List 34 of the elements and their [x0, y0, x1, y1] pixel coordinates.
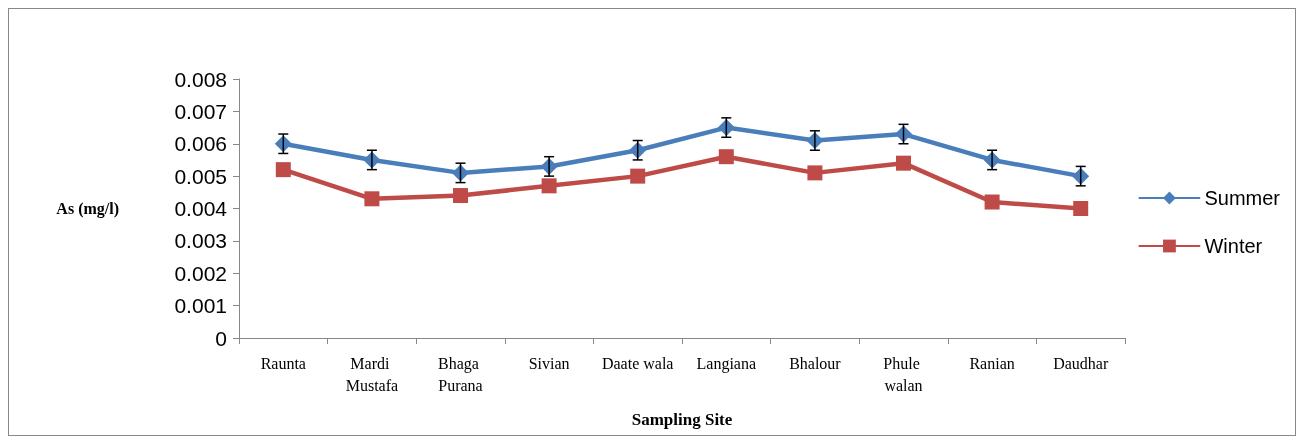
point [630, 168, 646, 184]
point [807, 165, 823, 181]
x-tick-label: Daudhar [1053, 354, 1109, 372]
point [896, 155, 911, 171]
point [1073, 201, 1089, 216]
y-tick-label: 0.001 [174, 294, 227, 318]
y-tick-label: 0.007 [174, 99, 227, 123]
point [453, 188, 468, 204]
point [541, 178, 557, 194]
x-tick-label: Raunta [260, 354, 306, 372]
x-axis-title: Sampling Site [631, 410, 733, 429]
x-tick-label: Sivian [528, 354, 570, 372]
legend-label: Winter [1204, 235, 1263, 257]
point [718, 149, 734, 165]
x-tick-label: Ranian [969, 354, 1015, 372]
frame: As (mg/l) Sampling Site 0 0.001 0.002 0.003 0.004 0.005 0.006 0.007 0.008 Raunta Mardi Mustafa Bhaga Purana Sivian Daate wala Langiana Bhalour Phule walan Ranian Daudhar Summer Winter [8, 8, 1296, 436]
x-tick-label: Bhaga Purana [438, 354, 483, 394]
y-tick-label: 0.006 [174, 132, 227, 156]
x-tick-label: Langiana [696, 354, 757, 373]
y-tick-label: 0.008 [174, 67, 227, 91]
point [275, 162, 291, 178]
x-tick-label: Phule walan [883, 354, 924, 394]
y-axis-title: As (mg/l) [56, 200, 119, 218]
legend-label: Summer [1204, 187, 1281, 209]
y-tick-label: 0.005 [174, 164, 227, 188]
x-tick-label: Bhalour [789, 354, 842, 372]
point [364, 191, 380, 207]
x-tick-label: Daate wala [601, 354, 674, 372]
y-tick-label: 0.003 [174, 229, 227, 253]
y-tick-label: 0.004 [174, 197, 228, 220]
x-tick-label: Mardi Mustafa [345, 354, 399, 394]
y-tick-label: 0 [215, 326, 227, 350]
point [984, 194, 1000, 210]
y-tick-label: 0.002 [174, 261, 227, 285]
